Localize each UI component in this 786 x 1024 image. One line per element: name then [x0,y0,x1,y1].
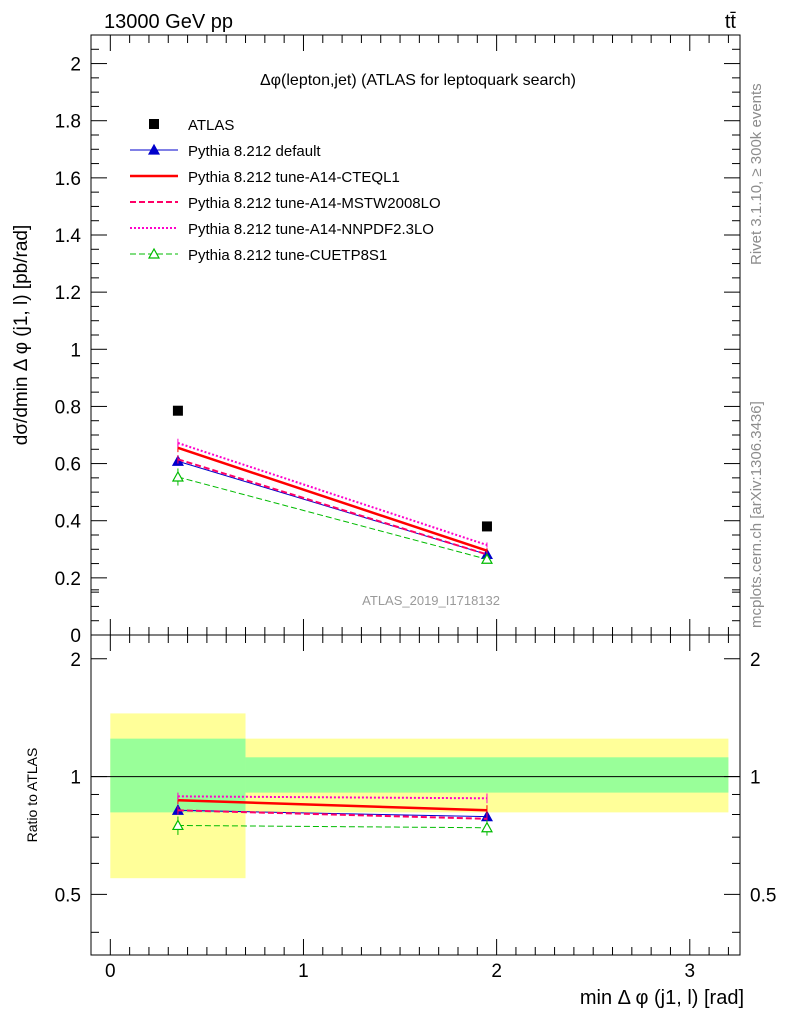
y-tick-label: 1.6 [55,169,81,190]
y-tick-label: 0 [70,626,81,647]
ratio-series-line [177,795,487,800]
ratio-tick-label: 0.5 [55,885,81,906]
legend-marker [147,247,161,259]
y-tick-label: 2 [70,55,81,76]
y-tick-label: 1 [70,340,81,361]
x-axis-label: min Δ φ (j1, l) [rad] [580,987,744,1009]
series-marker [171,470,184,482]
energy-label: 13000 GeV pp [104,11,233,33]
y-tick-label: 0.4 [55,512,82,533]
ratio-tick-label-right: 1 [750,768,761,789]
legend-label: Pythia 8.212 tune-A14-NNPDF2.3LO [188,221,434,238]
series-line [177,460,488,555]
legend-atlas-marker [149,119,159,129]
ratio-y-axis-label: Ratio to ATLAS [24,748,40,843]
ratio-series-line [177,798,488,812]
y-tick-label: 0.8 [55,397,81,418]
series-line [177,442,488,546]
ratio-band-stat [245,757,729,793]
data-points [172,405,492,532]
legend: ATLAS Pythia 8.212 default Pythia 8.212 tu… [130,117,441,264]
y-tick-label: 0.6 [55,455,81,476]
x-tick-label: 2 [491,961,502,982]
ratio-series-marker [480,821,493,833]
ratio-series-line [177,824,487,829]
rivet-label: Rivet 3.1.10, ≥ 300k events [748,83,765,265]
series-line [177,458,488,556]
ratio-lines [171,792,493,836]
series-line [177,476,488,560]
chart-title: Δφ(lepton,jet) (ATLAS for leptoquark sea… [260,72,576,89]
atlas-data-point [481,521,492,532]
series-lines [171,438,493,564]
ratio-uncertainty-bands [91,713,740,879]
ratio-tick-label-right: 0.5 [750,885,776,906]
x-tick-label: 0 [105,961,116,982]
mcplots-label: mcplots.cern.ch [arXiv:1306.3436] [748,401,765,628]
legend-atlas-label: ATLAS [188,117,234,134]
ratio-series-marker [171,819,184,831]
ratio-series-line [177,809,487,818]
ratio-tick-label-right: 2 [750,650,761,671]
y-axis-label: dσ/dmin Δ φ (j1, l) [pb/rad] [11,225,32,446]
y-tick-label: 0.2 [55,569,81,590]
x-tick-label: 3 [684,961,695,982]
axis-ticks: 0 0.2 0.4 0.6 0.8 1 1.2 1.4 1.6 1.8 2 0.5 0.5 1 1 2 2 0 1 2… [55,35,776,982]
ratio-plot-frame [90,634,741,956]
legend-label: Pythia 8.212 tune-CUETP8S1 [188,247,387,264]
ratio-tick-label: 1 [70,768,81,789]
legend-label: Pythia 8.212 default [188,143,321,160]
y-tick-label: 1.8 [55,112,81,133]
series-line [177,446,488,552]
legend-label: Pythia 8.212 tune-A14-CTEQL1 [188,169,400,186]
series-marker [480,553,493,564]
ratio-series-line [177,809,487,820]
atlas-data-point [172,405,183,416]
x-tick-label: 1 [298,961,309,982]
ratio-tick-label: 2 [70,650,81,671]
legend-marker [147,143,161,155]
analysis-watermark: ATLAS_2019_I1718132 [362,593,500,608]
legend-label: Pythia 8.212 tune-A14-MSTW2008LO [188,195,441,212]
y-tick-label: 1.2 [55,283,81,304]
process-label: tt̄ [725,11,737,33]
y-tick-label: 1.4 [55,226,82,247]
